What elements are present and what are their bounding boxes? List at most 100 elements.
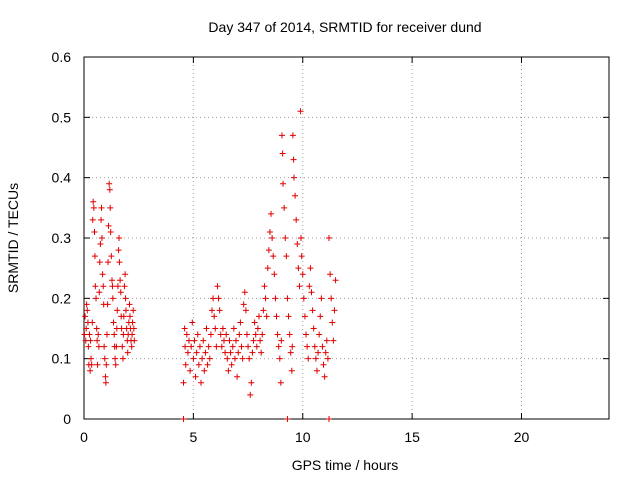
data-point [288,367,295,374]
data-point [300,295,307,302]
y-tick-label: 0.4 [52,170,72,186]
data-point [196,343,203,350]
y-tick-labels: 0 0.1 0.2 0.3 0.4 0.5 0.6 [52,49,72,427]
data-point [101,343,108,350]
data-point [304,343,311,350]
data-point [330,337,337,344]
data-point [294,241,301,248]
data-point [102,373,109,380]
data-point [123,307,129,314]
data-point [205,343,212,350]
data-point [327,271,334,278]
data-point [81,331,88,338]
data-point [315,349,322,356]
data-point [182,343,189,350]
y-tick-label: 0.3 [52,230,72,246]
data-point [117,289,124,296]
data-point [284,416,291,422]
y-tick-label: 0.5 [52,109,72,125]
data-point [95,343,102,350]
y-tick-label: 0.1 [52,351,72,367]
data-point [266,228,273,235]
data-point [219,325,226,332]
data-point [110,319,117,326]
data-point [274,331,281,338]
data-point [271,271,278,278]
data-point [265,247,272,254]
data-point [293,216,300,223]
data-point [277,379,284,386]
data-point [90,198,97,205]
data-point [309,307,316,314]
data-point [301,313,308,320]
data-point [121,283,128,290]
data-point [311,343,318,350]
data-points [81,108,339,422]
data-point [181,325,188,332]
data-point [326,416,332,422]
data-point [264,265,271,272]
x-tick-label: 20 [514,429,530,445]
data-point [273,313,280,320]
data-point [103,331,110,338]
data-point [307,265,314,272]
data-point [112,355,119,362]
data-point [130,325,137,332]
data-point [260,307,267,314]
data-point [222,349,229,356]
data-point [292,192,299,199]
data-point [201,367,208,374]
data-point [308,289,315,296]
data-point [98,216,105,223]
data-point [85,343,92,350]
data-point [306,283,313,290]
data-point [126,301,133,308]
data-point [98,204,105,211]
data-point [259,331,266,338]
data-point [227,349,234,356]
data-point [109,277,115,284]
data-point [119,343,126,350]
data-point [122,271,129,278]
data-point [211,313,218,320]
data-point [207,331,214,338]
data-point [182,361,189,368]
data-point [268,210,275,217]
data-point [242,307,249,314]
data-point [329,319,336,326]
data-point [246,355,253,362]
data-point [289,343,296,350]
data-point [124,349,131,356]
y-axis-label: SRMTID / TECUs [5,183,21,293]
data-point [290,156,297,163]
data-point [112,361,119,368]
data-point [195,361,202,368]
data-point [275,343,282,350]
data-point [93,325,100,332]
data-point [285,313,292,320]
data-point [318,295,325,302]
x-tick-labels: 0 5 10 15 20 [80,429,529,445]
data-point [109,295,116,302]
data-point [128,343,135,350]
data-point [88,361,95,368]
data-point [103,361,110,368]
data-point [114,307,121,314]
data-point [328,295,335,302]
data-point [105,259,112,266]
data-point [332,277,339,284]
data-point [198,379,205,386]
data-point [269,235,276,241]
data-point [83,325,90,332]
data-point [298,253,305,260]
data-point [93,295,100,302]
data-point [117,277,124,284]
data-point [116,259,123,266]
data-point [192,373,199,380]
data-point [249,349,256,356]
data-point [278,337,285,344]
data-point [183,331,190,338]
data-point [298,235,304,241]
data-point [299,271,306,278]
data-point [228,361,235,368]
